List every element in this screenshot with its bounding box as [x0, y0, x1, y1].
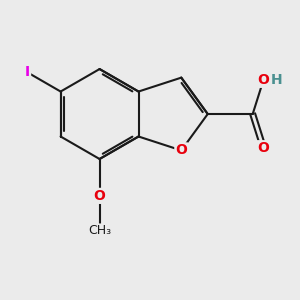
Text: O: O	[258, 141, 269, 155]
Text: O: O	[94, 189, 106, 203]
Text: I: I	[25, 65, 30, 80]
Text: H: H	[271, 73, 282, 87]
Text: CH₃: CH₃	[88, 224, 111, 238]
Text: O: O	[176, 143, 187, 158]
Text: O: O	[258, 73, 269, 87]
